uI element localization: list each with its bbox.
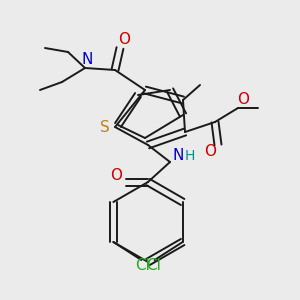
Text: H: H [185, 149, 195, 163]
Text: O: O [110, 169, 122, 184]
Text: Cl: Cl [135, 257, 150, 272]
Text: N: N [172, 148, 184, 164]
Text: Cl: Cl [146, 257, 161, 272]
Text: O: O [204, 143, 216, 158]
Text: O: O [118, 32, 130, 47]
Text: O: O [237, 92, 249, 107]
Text: N: N [81, 52, 93, 68]
Text: S: S [100, 119, 110, 134]
